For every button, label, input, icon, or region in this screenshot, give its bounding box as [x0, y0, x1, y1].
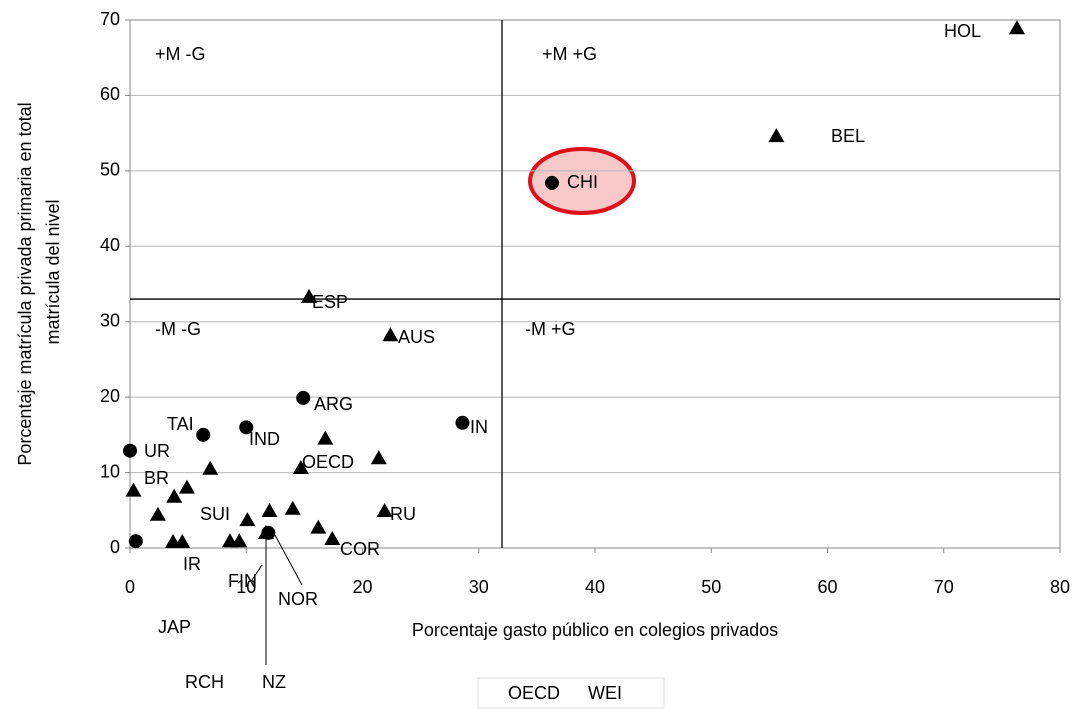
point [128, 534, 143, 549]
point [149, 506, 166, 521]
x-tick-label: 30 [469, 577, 489, 597]
point [174, 533, 191, 548]
point [324, 530, 341, 545]
y-axis-label: Porcentaje matrícula privada primaria en… [15, 102, 35, 465]
x-tick-label: 80 [1050, 577, 1070, 597]
point [239, 512, 256, 527]
point [166, 488, 183, 503]
point [370, 450, 387, 465]
leader-line [274, 534, 303, 586]
x-tick-label: 70 [934, 577, 954, 597]
quadrant-label: +M +G [542, 44, 597, 64]
leader-line [251, 564, 263, 581]
plot-frame [129, 19, 1061, 549]
y-tick-label: 20 [100, 386, 120, 406]
point [202, 460, 219, 475]
legend-label: OECD [508, 683, 560, 703]
point [261, 503, 278, 518]
point-label: JAP [158, 617, 191, 637]
point [544, 175, 559, 190]
x-tick-label: 10 [236, 577, 256, 597]
point-label: HOL [944, 21, 981, 41]
x-tick-label: 50 [701, 577, 721, 597]
point [125, 482, 142, 497]
point-label: FIN [228, 571, 257, 591]
point-label: BR [144, 468, 169, 488]
point-label: IN [470, 417, 488, 437]
point [376, 503, 393, 518]
point-label: COR [340, 539, 380, 559]
point [196, 427, 211, 442]
y-tick-label: 10 [100, 461, 120, 481]
quadrant-label: -M -G [155, 319, 201, 339]
point-label: UR [144, 441, 170, 461]
y-axis-label: matrícula del nivel [43, 199, 63, 344]
x-tick-label: 40 [585, 577, 605, 597]
point [317, 430, 334, 445]
point [455, 415, 470, 430]
point [261, 525, 276, 540]
point [768, 128, 785, 143]
point [284, 500, 301, 515]
point-label: TAI [167, 414, 194, 434]
point-label: RCH [185, 672, 224, 692]
x-axis-label: Porcentaje gasto público en colegios pri… [412, 620, 778, 640]
point [1008, 20, 1025, 35]
y-tick-label: 40 [100, 235, 120, 255]
point [296, 390, 311, 405]
point-label: NOR [278, 589, 318, 609]
legend-box [477, 677, 665, 709]
legend-label: WEI [588, 683, 622, 703]
x-tick-label: 20 [352, 577, 372, 597]
y-tick-label: 70 [100, 9, 120, 29]
point-label: ARG [314, 394, 353, 414]
point [382, 327, 399, 342]
point [123, 443, 137, 458]
point-label: OECD [302, 452, 354, 472]
highlight [528, 147, 636, 215]
y-tick-label: 60 [100, 84, 120, 104]
point-label: BEL [831, 126, 865, 146]
x-tick-label: 0 [125, 577, 135, 597]
point [310, 519, 327, 534]
y-tick-label: 0 [110, 537, 120, 557]
point [301, 288, 318, 303]
y-tick-label: 30 [100, 310, 120, 330]
point-label: IND [249, 429, 280, 449]
point [292, 460, 309, 475]
quadrant-label: -M +G [525, 319, 576, 339]
quadrant-label: +M -G [155, 44, 206, 64]
point-label: AUS [398, 327, 435, 347]
point-label: SUI [200, 504, 230, 524]
x-tick-label: 60 [817, 577, 837, 597]
point-label: RU [390, 504, 416, 524]
point-label: NZ [262, 672, 286, 692]
point-label: CHI [567, 172, 598, 192]
point [231, 533, 248, 548]
point [239, 420, 254, 435]
point-label: ESP [312, 292, 348, 312]
y-tick-label: 50 [100, 160, 120, 180]
point-label: IR [183, 554, 201, 574]
point [178, 479, 195, 494]
